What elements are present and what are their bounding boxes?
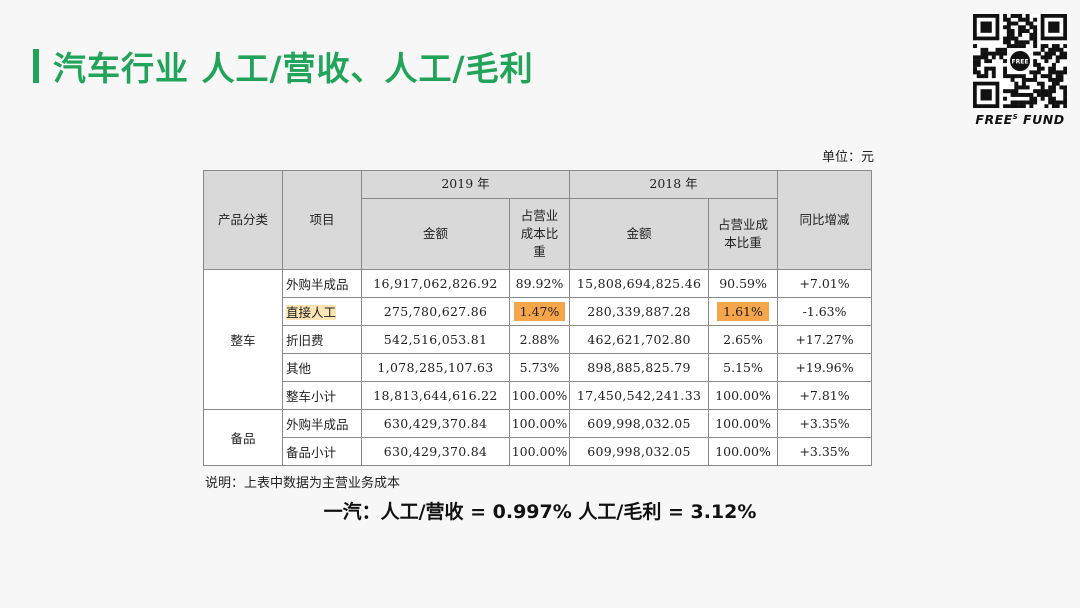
qr-center-label: FREE (1012, 59, 1029, 66)
title-bar: 汽车行业 人工/营收、人工/毛利 (33, 42, 534, 90)
header-amount-2018: 金额 (569, 198, 710, 270)
share-2018-cell: 90.59% (708, 269, 779, 298)
yoy-cell: +3.35% (777, 437, 873, 466)
table-row: 备品 外购半成品 630,429,370.84 100.00% 609,998,… (203, 409, 873, 466)
table-row: 折旧费 542,516,053.81 2.88% 462,621,702.80 … (204, 325, 873, 354)
share-2018-cell: 2.65% (708, 325, 779, 354)
share-2019-cell: 100.00% (508, 409, 571, 438)
yoy-cell: +19.96% (777, 353, 873, 382)
yoy-cell: +17.27% (777, 325, 873, 354)
page-title: 汽车行业 人工/营收、人工/毛利 (53, 49, 534, 88)
item-cell-direct-labor: 直接人工 (282, 297, 362, 326)
logo-caption-main: FREE (975, 112, 1013, 127)
table-row-subtotal: 备品小计 630,429,370.84 100.00% 609,998,032.… (204, 437, 873, 466)
amount-2018-cell: 17,450,542,241.33 (569, 381, 710, 410)
item-cell: 外购半成品 (282, 409, 362, 438)
table-footnote: 说明：上表中数据为主营业务成本 (205, 476, 401, 491)
yoy-cell: +7.81% (777, 381, 873, 410)
header-year-2018: 2018 年 (569, 170, 779, 199)
item-cell: 折旧费 (282, 325, 362, 354)
table-row: 其他 1,078,285,107.63 5.73% 898,885,825.79… (204, 353, 873, 382)
yoy-cell: +7.01% (777, 269, 873, 298)
share-2018-cell: 100.00% (708, 437, 779, 466)
category-cell-spare-parts: 备品 (203, 409, 283, 466)
yoy-cell: +3.35% (777, 409, 873, 438)
amount-2018-cell: 462,621,702.80 (569, 325, 710, 354)
unit-note: 单位：元 (821, 150, 874, 165)
header-amount-2019: 金额 (361, 198, 510, 270)
amount-2018-cell: 15,808,694,825.46 (569, 269, 710, 298)
share-2019-cell-highlight: 1.47% (508, 297, 571, 326)
direct-labor-label: 直接人工 (286, 305, 337, 320)
logo-caption-sup: S (1012, 112, 1019, 121)
category-cell-vehicle: 整车 (203, 269, 283, 410)
table-row-subtotal: 整车小计 18,813,644,616.22 100.00% 17,450,54… (204, 381, 873, 410)
amount-2019-cell: 630,429,370.84 (361, 437, 510, 466)
amount-2018-cell: 609,998,032.05 (569, 409, 710, 438)
amount-2018-cell: 609,998,032.05 (569, 437, 710, 466)
header-share-2019: 占营业成本比重 (508, 198, 571, 270)
table-row: 整车 外购半成品 16,917,062,826.92 89.92% 15,808… (203, 269, 873, 410)
highlight-marker: 1.47% (513, 302, 566, 321)
amount-2018-cell: 280,339,887.28 (569, 297, 710, 326)
cost-table: 产品分类 项目 2019 年 2018 年 同比增减 金额 占营业成本比重 金额… (203, 170, 873, 466)
amount-2018-cell: 898,885,825.79 (569, 353, 710, 382)
header-yoy: 同比增减 (777, 170, 873, 270)
amount-2019-cell: 1,078,285,107.63 (361, 353, 510, 382)
table-row-direct-labor: 直接人工 275,780,627.86 1.47% 280,339,887.28… (204, 297, 873, 326)
share-2018-cell: 5.15% (708, 353, 779, 382)
share-2019-cell: 5.73% (508, 353, 571, 382)
amount-2019-cell: 275,780,627.86 (361, 297, 510, 326)
share-2019-cell: 2.88% (508, 325, 571, 354)
qr-code-icon: FREE (973, 14, 1067, 108)
header-item: 项目 (282, 170, 362, 270)
header-year-2019: 2019 年 (360, 170, 571, 199)
header-share-2018: 占营业成本比重 (708, 198, 779, 270)
logo-caption: FREES FUND (968, 112, 1072, 127)
amount-2019-cell: 16,917,062,826.92 (361, 269, 510, 298)
amount-2019-cell: 630,429,370.84 (361, 409, 510, 438)
item-cell: 整车小计 (282, 381, 362, 410)
highlight-marker: 1.61% (717, 302, 769, 321)
freesfund-logo: FREE FREES FUND (968, 14, 1072, 127)
share-2019-cell: 100.00% (508, 381, 571, 410)
yoy-cell: -1.63% (777, 297, 873, 326)
share-2018-cell: 100.00% (708, 381, 779, 410)
share-2018-cell-highlight: 1.61% (708, 297, 779, 326)
header-category: 产品分类 (203, 170, 283, 270)
title-accent-bar (33, 49, 39, 83)
share-2018-cell: 100.00% (708, 409, 779, 438)
share-2019-cell: 100.00% (508, 437, 571, 466)
summary-ratios: 一汽：人工/营收 = 0.997% 人工/毛利 = 3.12% (323, 501, 757, 523)
item-cell: 备品小计 (282, 437, 362, 466)
logo-caption-tail: FUND (1018, 112, 1065, 127)
item-cell: 其他 (282, 353, 362, 382)
share-2019-cell: 89.92% (508, 269, 571, 298)
item-cell: 外购半成品 (282, 269, 362, 298)
amount-2019-cell: 542,516,053.81 (361, 325, 510, 354)
amount-2019-cell: 18,813,644,616.22 (361, 381, 510, 410)
